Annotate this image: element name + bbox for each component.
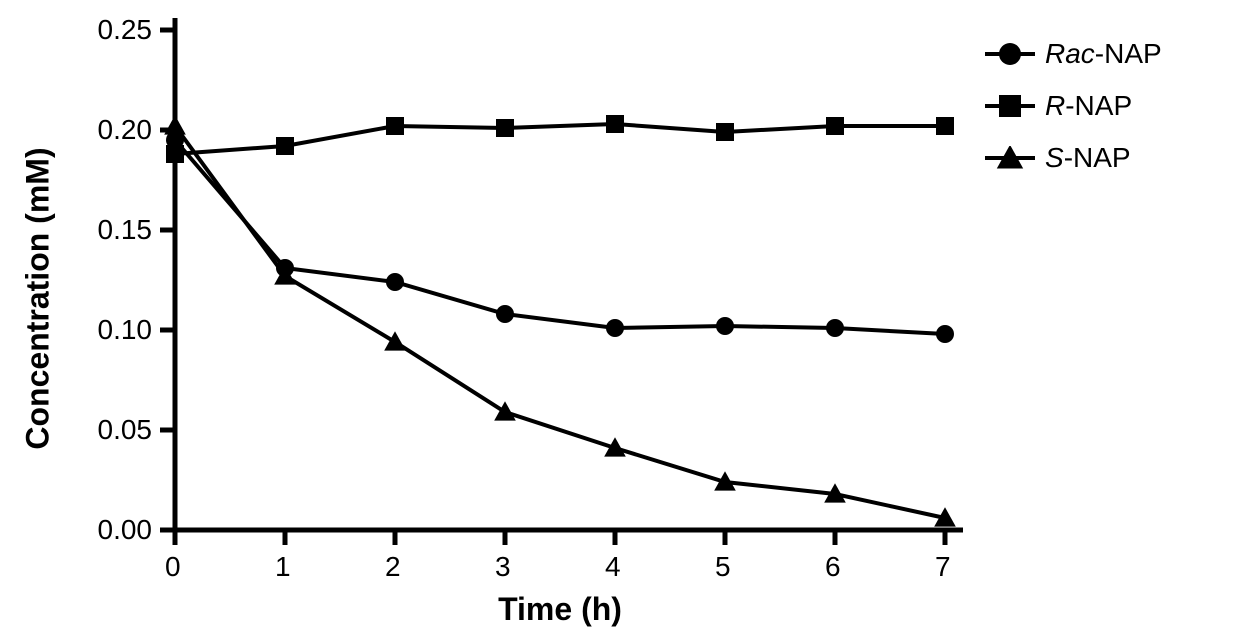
- legend-label: S-NAP: [1045, 142, 1131, 174]
- x-tick-label: 4: [605, 551, 621, 583]
- y-tick-label: 0.10: [98, 314, 153, 346]
- y-tick-label: 0.05: [98, 414, 153, 446]
- x-axis-title: Time (h): [498, 591, 622, 628]
- legend-label-rest: -NAP: [1064, 142, 1131, 173]
- x-tick-label: 1: [275, 551, 291, 583]
- legend: Rac-NAPR-NAPS-NAP: [985, 32, 1162, 188]
- legend-label-rest: -NAP: [1095, 38, 1162, 69]
- x-tick-label: 6: [825, 551, 841, 583]
- square-marker-icon: [985, 94, 1035, 118]
- y-axis-title: Concentration (mM): [20, 147, 57, 449]
- x-tick-label: 5: [715, 551, 731, 583]
- legend-item-s-nap: S-NAP: [985, 136, 1162, 180]
- x-tick-label: 2: [385, 551, 401, 583]
- legend-label: R-NAP: [1045, 90, 1132, 122]
- legend-label-italic: Rac: [1045, 38, 1095, 69]
- chart-container: Concentration (mM) Time (h) 0.00 0.05 0.10…: [0, 0, 1240, 638]
- legend-label-italic: S: [1045, 142, 1064, 173]
- legend-label-rest: -NAP: [1065, 90, 1132, 121]
- x-tick-label: 0: [165, 551, 181, 583]
- triangle-marker-icon: [985, 146, 1035, 170]
- legend-item-rac-nap: Rac-NAP: [985, 32, 1162, 76]
- legend-label-italic: R: [1045, 90, 1065, 121]
- x-tick-label: 3: [495, 551, 511, 583]
- legend-label: Rac-NAP: [1045, 38, 1162, 70]
- x-tick-label: 7: [935, 551, 951, 583]
- circle-marker-icon: [985, 42, 1035, 66]
- y-tick-label: 0.15: [98, 214, 153, 246]
- y-tick-label: 0.25: [98, 14, 153, 46]
- y-tick-label: 0.00: [98, 514, 153, 546]
- legend-item-r-nap: R-NAP: [985, 84, 1162, 128]
- y-tick-label: 0.20: [98, 114, 153, 146]
